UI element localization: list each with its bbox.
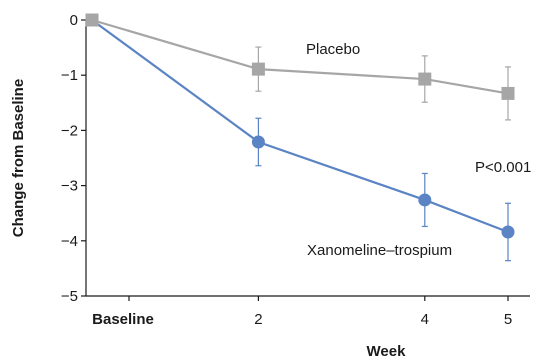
y-tick-label: −3 [61, 178, 78, 195]
series-label-placebo: Placebo [306, 41, 360, 58]
y-tick-label: 0 [70, 12, 78, 29]
axes: 0 −1 −2 −3 −4 −5 Baseline 2 4 5 [61, 12, 530, 328]
p-value-annotation: P<0.001 [475, 159, 531, 176]
data-point [501, 225, 515, 239]
data-point [501, 86, 515, 100]
series-label-xanomeline-trospium: Xanomeline–trospium [307, 242, 452, 259]
data-point [418, 193, 432, 207]
x-tick-label: 4 [421, 311, 429, 328]
x-tick-label: Baseline [92, 311, 154, 328]
y-tick-label: −5 [61, 288, 78, 305]
y-tick-label: −4 [61, 233, 78, 250]
x-tick-label: 2 [254, 311, 262, 328]
baseline-point [85, 13, 99, 27]
data-point [418, 72, 432, 86]
y-tick-label: −1 [61, 67, 78, 84]
series-layer [85, 13, 515, 262]
series-line [91, 18, 509, 95]
series-xanomeline-trospium [85, 13, 515, 262]
y-tick-label: −2 [61, 122, 78, 139]
data-point [251, 135, 265, 149]
series-placebo [85, 13, 515, 121]
x-axis-title: Week [367, 343, 407, 360]
series-line [91, 19, 509, 233]
x-tick-label: 5 [504, 311, 512, 328]
y-axis-title: Change from Baseline [10, 79, 27, 237]
data-point [251, 62, 265, 76]
